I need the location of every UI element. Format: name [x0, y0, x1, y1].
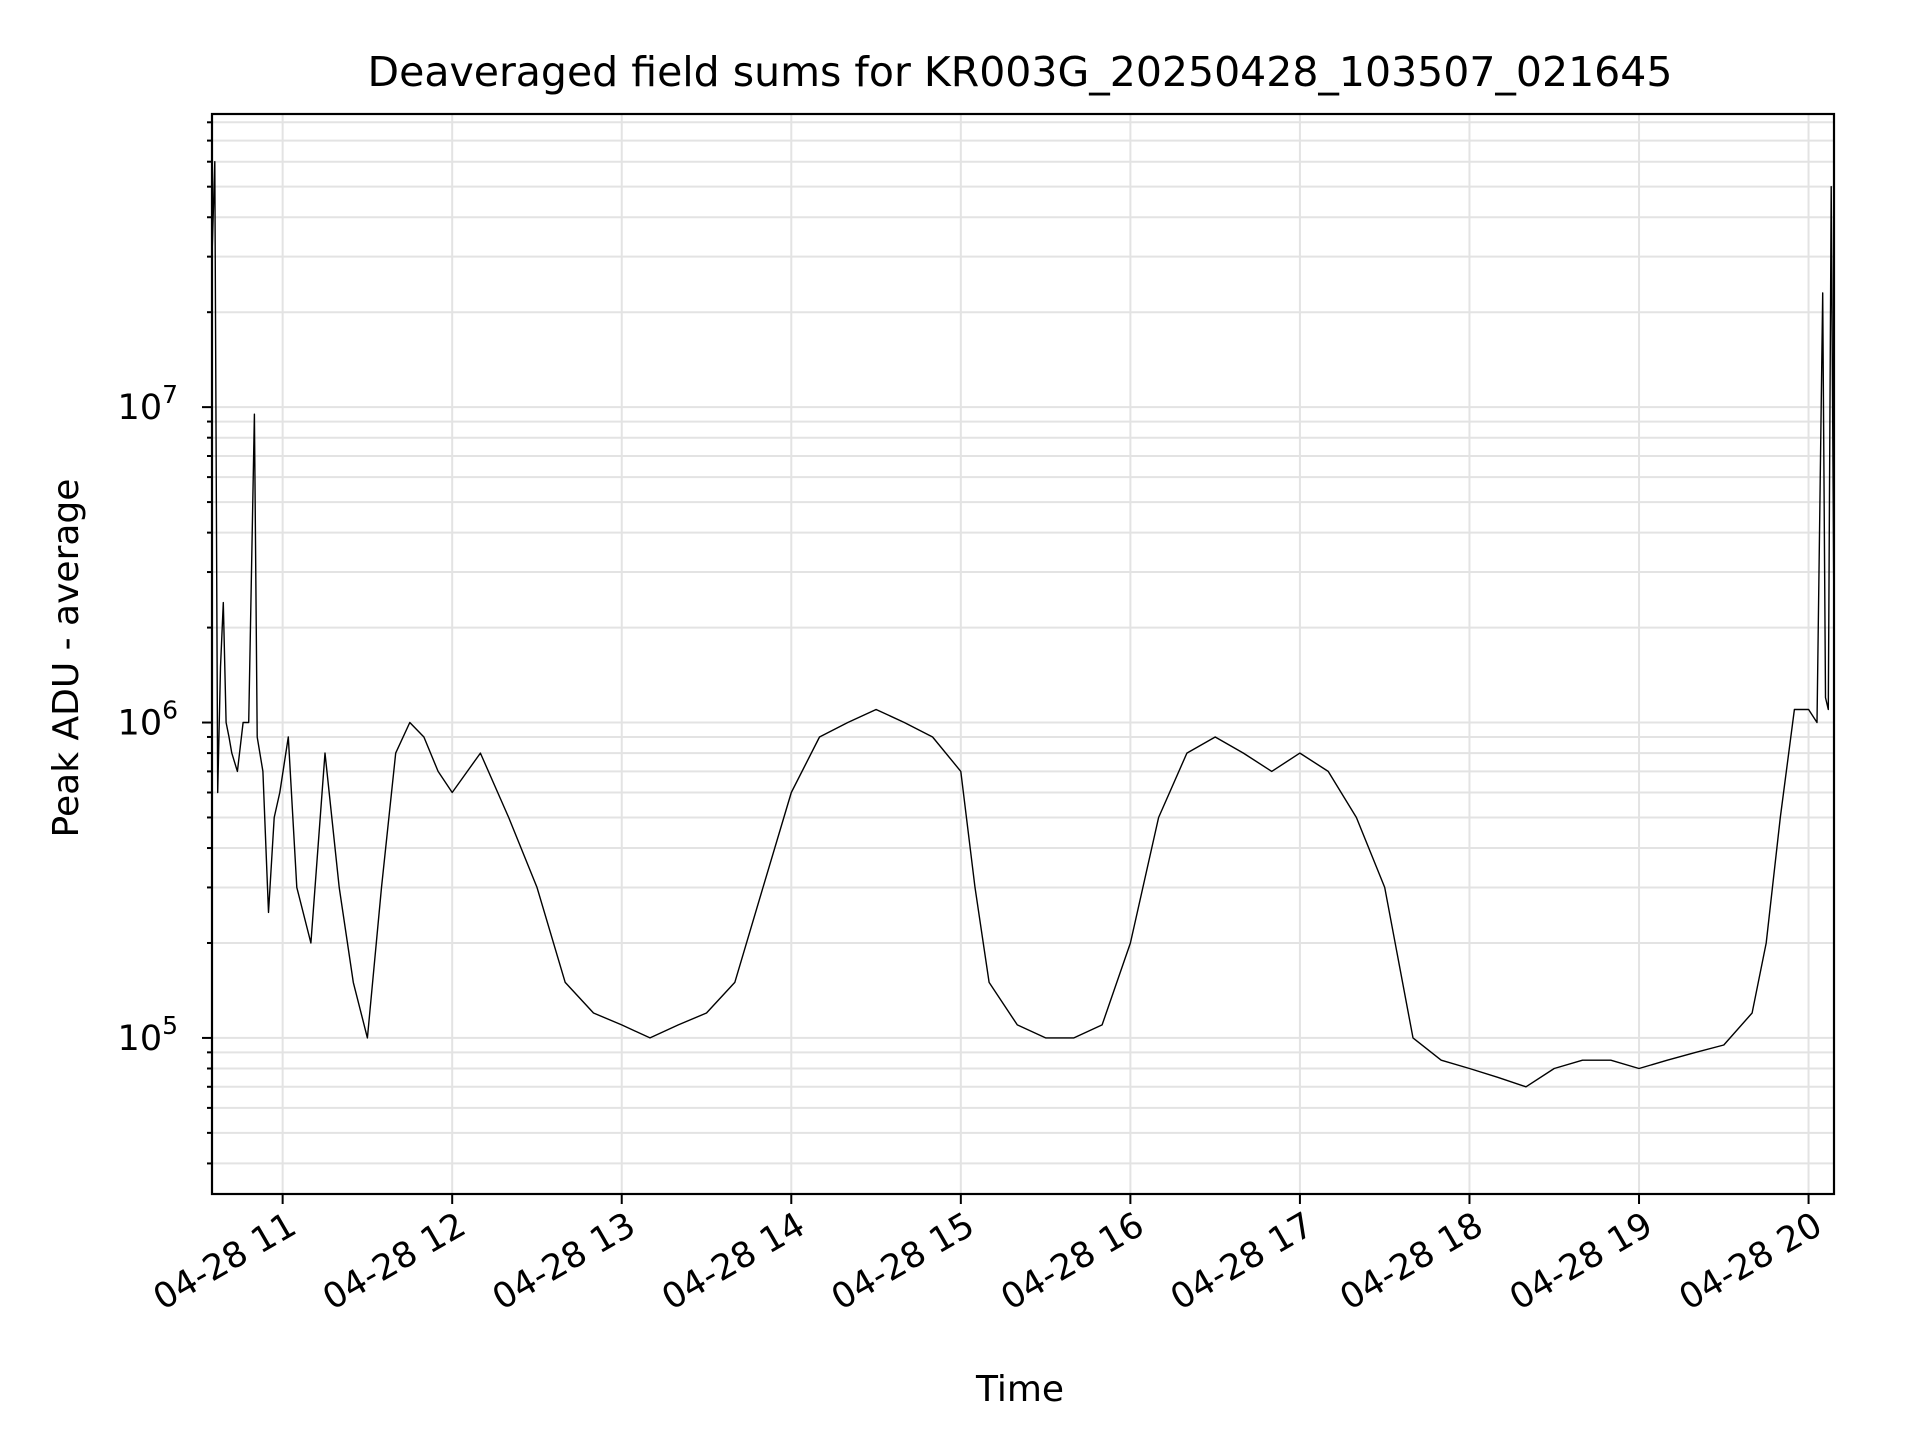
- y-axis-label: Peak ADU - average: [46, 479, 87, 838]
- chart-title: Deaveraged field sums for KR003G_2025042…: [368, 48, 1673, 96]
- y-tick-label: 106: [118, 696, 178, 744]
- series-layer: [211, 160, 1835, 1088]
- y-tick-label: 105: [118, 1011, 178, 1059]
- grid: [212, 114, 1834, 1194]
- plot-frame: [210, 112, 1836, 1196]
- x-axis-label: Time: [975, 1369, 1064, 1410]
- y-tick-label: 107: [118, 380, 178, 428]
- series-line-0: [211, 160, 1835, 1088]
